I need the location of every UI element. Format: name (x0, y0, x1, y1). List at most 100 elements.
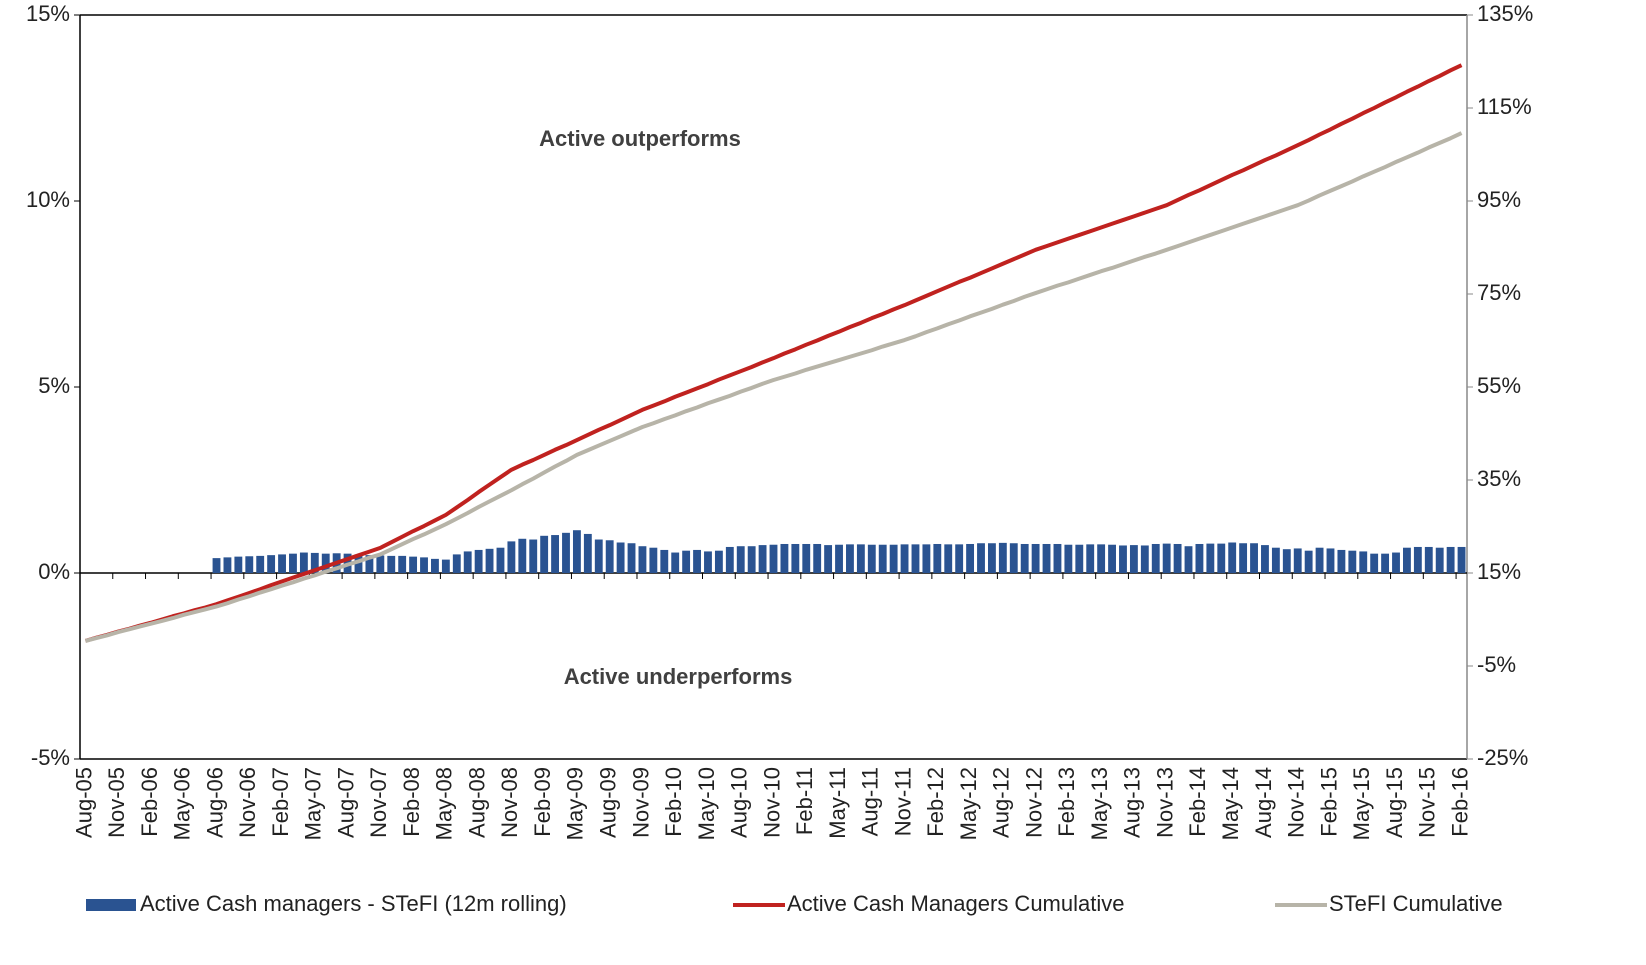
x-tick-label: Aug-12 (989, 767, 1014, 838)
y-tick-label: 5% (38, 373, 70, 398)
bar (1359, 551, 1368, 573)
y2-tick-label: 55% (1477, 373, 1521, 398)
bar (1261, 545, 1269, 573)
bar (485, 548, 494, 573)
bar (846, 544, 854, 573)
bar (507, 541, 516, 573)
bar (256, 555, 265, 573)
x-tick-label: May-06 (170, 767, 195, 840)
bar (682, 550, 691, 573)
bar (1206, 543, 1215, 573)
bar (1053, 543, 1062, 573)
bar (1250, 543, 1258, 573)
bar (1457, 546, 1466, 573)
bar (245, 556, 254, 573)
x-tick-label: Aug-08 (464, 767, 489, 838)
bar (856, 544, 865, 573)
bar (1304, 550, 1313, 573)
x-tick-label: Nov-07 (366, 767, 391, 838)
bar (299, 552, 308, 573)
bar (1348, 550, 1357, 573)
bar (802, 543, 811, 573)
legend-label: Active Cash Managers Cumulative (787, 891, 1124, 916)
y2-tick-label: -25% (1477, 745, 1528, 770)
line-series (84, 63, 1463, 643)
x-tick-label: Aug-13 (1120, 767, 1145, 838)
x-tick-label: Aug-11 (858, 767, 883, 836)
x-tick-label: May-13 (1087, 767, 1112, 840)
bar (627, 543, 636, 573)
bar (1326, 548, 1335, 573)
bar (911, 544, 920, 573)
bar (594, 539, 603, 573)
y-tick-label: 0% (38, 559, 70, 584)
bar (310, 552, 319, 573)
bar (409, 556, 418, 573)
bar (944, 544, 953, 573)
bar (1315, 547, 1324, 573)
bar (987, 543, 996, 573)
x-tick-label: Feb-06 (137, 767, 162, 837)
bar (1370, 553, 1379, 573)
y2-tick-label: -5% (1477, 652, 1516, 677)
bar (1293, 548, 1302, 573)
line-series (84, 131, 1463, 643)
bar (1020, 543, 1029, 573)
bar (551, 535, 560, 573)
bar (365, 555, 374, 573)
bar (1424, 546, 1433, 573)
bar (496, 547, 505, 573)
bar (1042, 543, 1051, 573)
y2-tick-label: 115% (1477, 94, 1532, 119)
x-tick-label: Feb-10 (661, 767, 686, 837)
x-tick-label: May-08 (432, 767, 457, 840)
bar (1108, 544, 1116, 573)
bar (922, 544, 931, 573)
x-tick-label: Aug-14 (1251, 767, 1276, 838)
bar (1413, 546, 1422, 573)
bar (1097, 544, 1106, 573)
bar (889, 544, 898, 573)
legend-label: Active Cash managers - STeFI (12m rollin… (140, 891, 567, 916)
bar (933, 543, 942, 573)
bar (1162, 543, 1171, 573)
x-tick-label: Nov-12 (1021, 767, 1046, 838)
x-tick-label: Feb-16 (1447, 767, 1472, 837)
bar (1140, 545, 1149, 573)
x-tick-label: Nov-13 (1152, 767, 1177, 838)
y2-tick-label: 75% (1477, 280, 1521, 305)
bar (900, 544, 909, 573)
y2-tick-label: 15% (1477, 559, 1521, 584)
x-tick-label: May-11 (825, 767, 850, 839)
x-tick-label: May-12 (956, 767, 981, 840)
x-tick-label: Aug-10 (727, 767, 752, 838)
bar (354, 554, 363, 573)
bar (1392, 552, 1400, 573)
bar (1337, 549, 1346, 573)
x-tick-label: Aug-05 (71, 767, 96, 838)
bar (278, 554, 286, 573)
x-tick-label: Nov-14 (1284, 767, 1309, 838)
bar (583, 533, 592, 573)
bar (398, 555, 407, 573)
x-tick-label: Nov-08 (497, 767, 522, 838)
bar (1271, 547, 1280, 573)
x-tick-label: Feb-08 (399, 767, 424, 837)
bar (529, 539, 538, 573)
bar (616, 542, 625, 573)
bar (1446, 546, 1455, 573)
bar (1031, 543, 1040, 573)
bar (1195, 543, 1204, 573)
bar (1129, 545, 1138, 573)
y2-tick-label: 95% (1477, 187, 1521, 212)
bar (704, 551, 712, 573)
y-tick-label: 15% (26, 1, 70, 26)
bar (878, 544, 887, 573)
bar (671, 552, 680, 573)
y-tick-label: -5% (31, 745, 70, 770)
bar (474, 549, 483, 573)
bar (1239, 543, 1248, 573)
bar (649, 547, 658, 573)
bar (562, 532, 570, 573)
legend-label: STeFI Cumulative (1329, 891, 1503, 916)
